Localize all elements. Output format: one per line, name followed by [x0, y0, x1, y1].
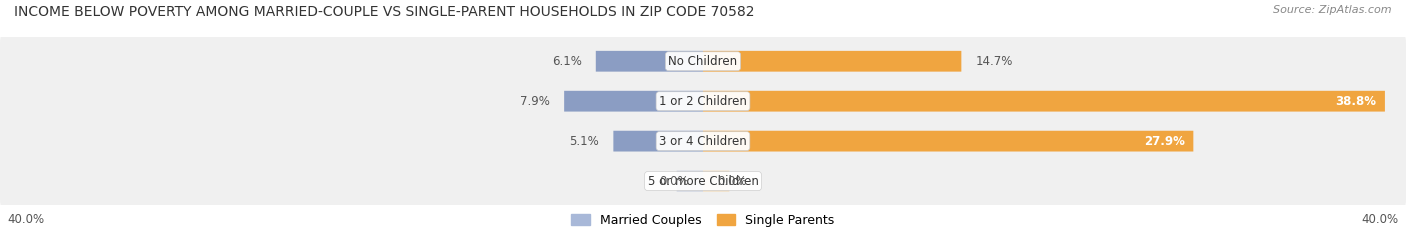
FancyBboxPatch shape	[596, 51, 703, 72]
Legend: Married Couples, Single Parents: Married Couples, Single Parents	[571, 214, 835, 227]
Text: INCOME BELOW POVERTY AMONG MARRIED-COUPLE VS SINGLE-PARENT HOUSEHOLDS IN ZIP COD: INCOME BELOW POVERTY AMONG MARRIED-COUPL…	[14, 5, 755, 19]
Text: 7.9%: 7.9%	[520, 95, 550, 108]
Text: 38.8%: 38.8%	[1336, 95, 1376, 108]
FancyBboxPatch shape	[0, 25, 1406, 98]
Text: 5.1%: 5.1%	[569, 135, 599, 148]
Text: 0.0%: 0.0%	[659, 175, 689, 188]
Text: 3 or 4 Children: 3 or 4 Children	[659, 135, 747, 148]
FancyBboxPatch shape	[613, 131, 703, 151]
Text: 40.0%: 40.0%	[1362, 212, 1399, 226]
Text: 5 or more Children: 5 or more Children	[648, 175, 758, 188]
FancyBboxPatch shape	[676, 171, 703, 192]
Text: Source: ZipAtlas.com: Source: ZipAtlas.com	[1274, 5, 1392, 15]
Text: 40.0%: 40.0%	[7, 212, 44, 226]
FancyBboxPatch shape	[703, 171, 730, 192]
Text: 1 or 2 Children: 1 or 2 Children	[659, 95, 747, 108]
FancyBboxPatch shape	[703, 91, 1385, 112]
FancyBboxPatch shape	[0, 105, 1406, 178]
Text: 0.0%: 0.0%	[717, 175, 747, 188]
Text: 14.7%: 14.7%	[976, 55, 1012, 68]
Text: No Children: No Children	[668, 55, 738, 68]
FancyBboxPatch shape	[703, 51, 962, 72]
FancyBboxPatch shape	[0, 145, 1406, 217]
Text: 6.1%: 6.1%	[553, 55, 582, 68]
FancyBboxPatch shape	[703, 131, 1194, 151]
FancyBboxPatch shape	[0, 65, 1406, 137]
FancyBboxPatch shape	[564, 91, 703, 112]
Text: 27.9%: 27.9%	[1143, 135, 1184, 148]
